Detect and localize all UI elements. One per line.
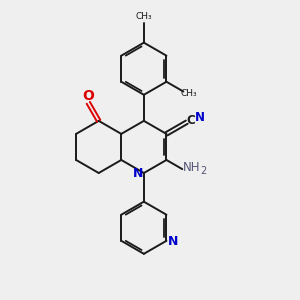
Text: N: N [195,111,205,124]
Text: CH₃: CH₃ [181,88,197,98]
Text: O: O [82,89,94,103]
Text: N: N [168,235,178,248]
Text: N: N [133,167,143,180]
Text: CH₃: CH₃ [136,13,152,22]
Text: 2: 2 [200,166,206,176]
Text: NH: NH [183,161,200,174]
Text: C: C [187,114,195,127]
